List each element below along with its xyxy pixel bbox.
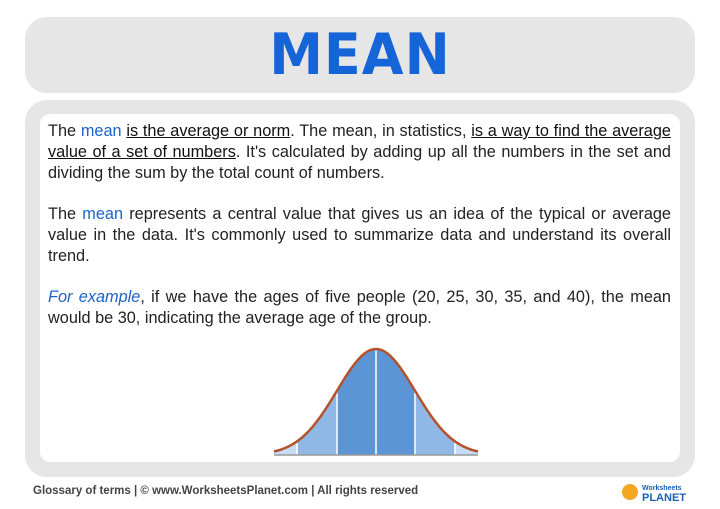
term-mean: mean [82, 205, 124, 223]
underlined-phrase: is the average or norm [126, 122, 291, 140]
worksheets-planet-logo: Worksheets PLANET [622, 484, 686, 504]
text: . The mean, in statistics, [290, 122, 472, 140]
underlined-phrase: is a way to find the average value of a … [48, 122, 671, 161]
footer-text: Glossary of terms | © www.WorksheetsPlan… [33, 485, 419, 497]
text: , if we have the ages of five people (20… [48, 288, 671, 327]
paragraph-1: The mean is the average or norm. The mea… [48, 121, 671, 184]
paragraph-3: For example, if we have the ages of five… [48, 287, 671, 329]
text: The [48, 205, 83, 223]
paragraph-2: The mean represents a central value that… [48, 204, 671, 267]
definition-text: The mean is the average or norm. The mea… [48, 121, 671, 349]
text: . It's calculated by adding up all the n… [48, 143, 671, 182]
bell-curve-illustration [273, 347, 479, 456]
svg-text:Worksheets: Worksheets [642, 485, 682, 492]
center-left [337, 349, 376, 455]
term-mean: mean [80, 122, 122, 140]
svg-text:PLANET: PLANET [642, 492, 686, 504]
title-banner: MEAN [25, 17, 695, 93]
example-label: For example [48, 288, 141, 306]
page-title: MEAN [269, 21, 451, 88]
curve-line [273, 347, 479, 453]
text: The [48, 122, 81, 140]
center-right [376, 349, 415, 455]
text: represents a central value that gives us… [48, 205, 671, 265]
